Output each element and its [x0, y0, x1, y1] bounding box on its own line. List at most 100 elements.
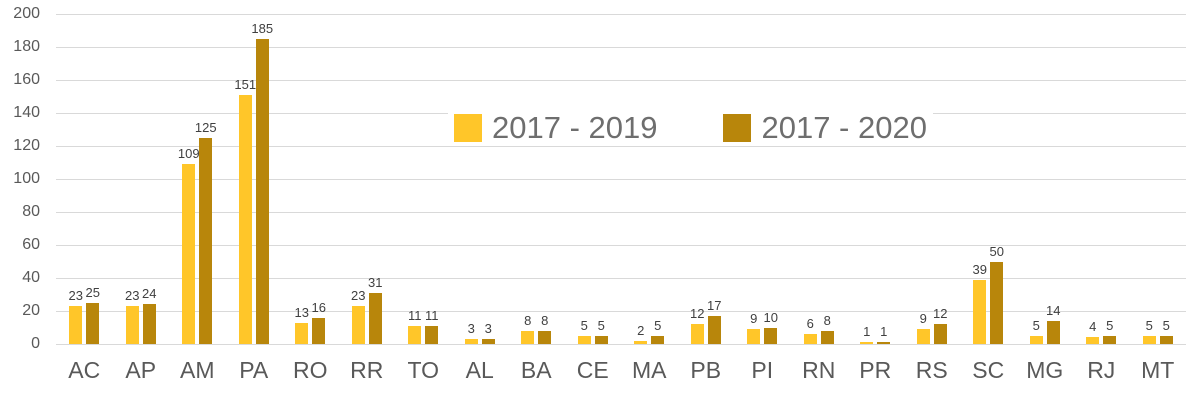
value-label: 5 — [1145, 317, 1153, 333]
y-tick-label: 80 — [22, 203, 40, 220]
value-label: 23 — [68, 288, 83, 304]
y-axis: 0 20 40 60 80 100 120 140 160 180 200 — [0, 6, 48, 352]
bar-mg-series-0: 5 — [1029, 319, 1043, 344]
gridline — [56, 146, 1186, 147]
category-group-pb: 12 17 PB — [678, 14, 735, 382]
x-axis-label-mt: MT — [1141, 357, 1175, 383]
legend-label-2017-2020: 2017 - 2020 — [761, 110, 927, 145]
bar-pair: 151 185 — [226, 14, 283, 344]
value-label: 151 — [234, 76, 257, 92]
legend-item-2017-2020: 2017 - 2020 — [723, 110, 927, 145]
value-label: 5 — [1162, 317, 1170, 333]
y-tick-label: 0 — [31, 335, 40, 352]
bar-pr-series-1: 1 — [877, 325, 891, 344]
x-axis-label-pb: PB — [690, 357, 722, 383]
bar-to-series-0: 11 — [408, 309, 422, 344]
gridline — [56, 14, 1186, 15]
value-label: 8 — [541, 312, 549, 328]
bar-pi-series-0: 9 — [747, 312, 761, 344]
bar-pa-series-0: 151 — [234, 78, 256, 344]
value-label: 23 — [351, 288, 366, 304]
bar-ba-series-0: 8 — [521, 314, 535, 344]
bar-al-series-0: 3 — [464, 322, 478, 344]
bar-rj-series-0: 4 — [1086, 320, 1100, 344]
category-group-sc: 39 50 SC — [960, 14, 1017, 382]
value-label: 31 — [368, 274, 383, 290]
value-label: 24 — [142, 286, 157, 302]
bar-rn-series-0: 6 — [803, 317, 817, 344]
bar-am-series-1: 125 — [195, 121, 217, 344]
x-axis-label-rs: RS — [915, 357, 948, 383]
y-tick-label: 160 — [13, 71, 40, 88]
value-label: 12 — [690, 306, 705, 322]
category-group-al: 3 3 AL — [452, 14, 509, 382]
value-label: 5 — [580, 317, 588, 333]
category-group-ba: 8 8 BA — [508, 14, 565, 382]
category-group-rr: 23 31 RR — [339, 14, 396, 382]
bar-pair: 23 24 — [113, 14, 170, 344]
bar-rs-series-1: 12 — [933, 307, 947, 344]
value-label: 125 — [194, 119, 217, 135]
category-group-ap: 23 24 AP — [113, 14, 170, 381]
bar-mt-series-1: 5 — [1159, 319, 1173, 344]
bar-ce-series-0: 5 — [577, 319, 591, 344]
bar-ba-series-1: 8 — [538, 314, 552, 344]
category-group-mg: 5 14 MG — [1017, 14, 1074, 382]
category-group-rs: 9 12 RS — [904, 14, 961, 381]
category-group-pi: 9 10 PI — [734, 14, 791, 382]
y-tick-label: 20 — [22, 302, 40, 319]
category-group-rj: 4 5 RJ — [1073, 14, 1130, 382]
value-label: 11 — [425, 307, 439, 323]
value-label: 12 — [933, 306, 948, 322]
gridline — [56, 80, 1186, 81]
gridline — [56, 47, 1186, 48]
category-group-ro: 13 16 RO — [282, 14, 339, 382]
value-label: 3 — [467, 321, 475, 337]
bar-pair: 109 125 — [169, 14, 226, 344]
x-axis-label-rr: RR — [350, 357, 384, 383]
bar-pb-series-0: 12 — [690, 307, 704, 344]
gridline — [56, 344, 1186, 345]
legend-swatch-2017-2019 — [454, 113, 482, 142]
category-group-to: 11 11 TO — [395, 14, 452, 382]
x-axis-label-ba: BA — [520, 357, 552, 383]
bar-mt-series-0: 5 — [1142, 319, 1156, 344]
bar-pi-series-1: 10 — [764, 311, 778, 344]
bar-rr-series-0: 23 — [351, 289, 365, 344]
value-label: 3 — [484, 321, 492, 337]
x-axis-label-pr: PR — [859, 357, 892, 383]
value-label: 2 — [637, 322, 645, 338]
x-axis-label-rn: RN — [802, 357, 836, 383]
bar-pair: 13 16 — [282, 14, 339, 344]
gridline — [56, 179, 1186, 180]
bar-ap-series-0: 23 — [125, 289, 139, 344]
value-label: 8 — [823, 312, 831, 328]
bar-ma-series-1: 5 — [651, 319, 665, 344]
value-label: 14 — [1046, 302, 1061, 318]
value-label: 13 — [294, 304, 309, 320]
bar-pr-series-0: 1 — [860, 325, 874, 344]
category-group-pr: 1 1 PR — [847, 14, 904, 381]
value-label: 5 — [1106, 317, 1114, 333]
value-label: 9 — [919, 311, 927, 327]
x-axis-label-to: TO — [407, 357, 440, 383]
y-tick-label: 200 — [13, 5, 40, 22]
value-label: 185 — [251, 20, 274, 36]
x-axis-label-ro: RO — [293, 357, 328, 383]
bar-ac-series-0: 23 — [69, 289, 83, 344]
x-axis-label-am: AM — [180, 357, 215, 383]
bar-rr-series-1: 31 — [368, 276, 382, 344]
bar-pair: 9 10 — [734, 14, 791, 344]
value-label: 1 — [863, 324, 871, 340]
bar-mg-series-1: 14 — [1046, 304, 1060, 344]
y-tick-label: 180 — [13, 38, 40, 55]
x-axis-label-mg: MG — [1026, 357, 1064, 383]
value-label: 23 — [125, 288, 140, 304]
category-group-rn: 6 8 RN — [791, 14, 848, 382]
